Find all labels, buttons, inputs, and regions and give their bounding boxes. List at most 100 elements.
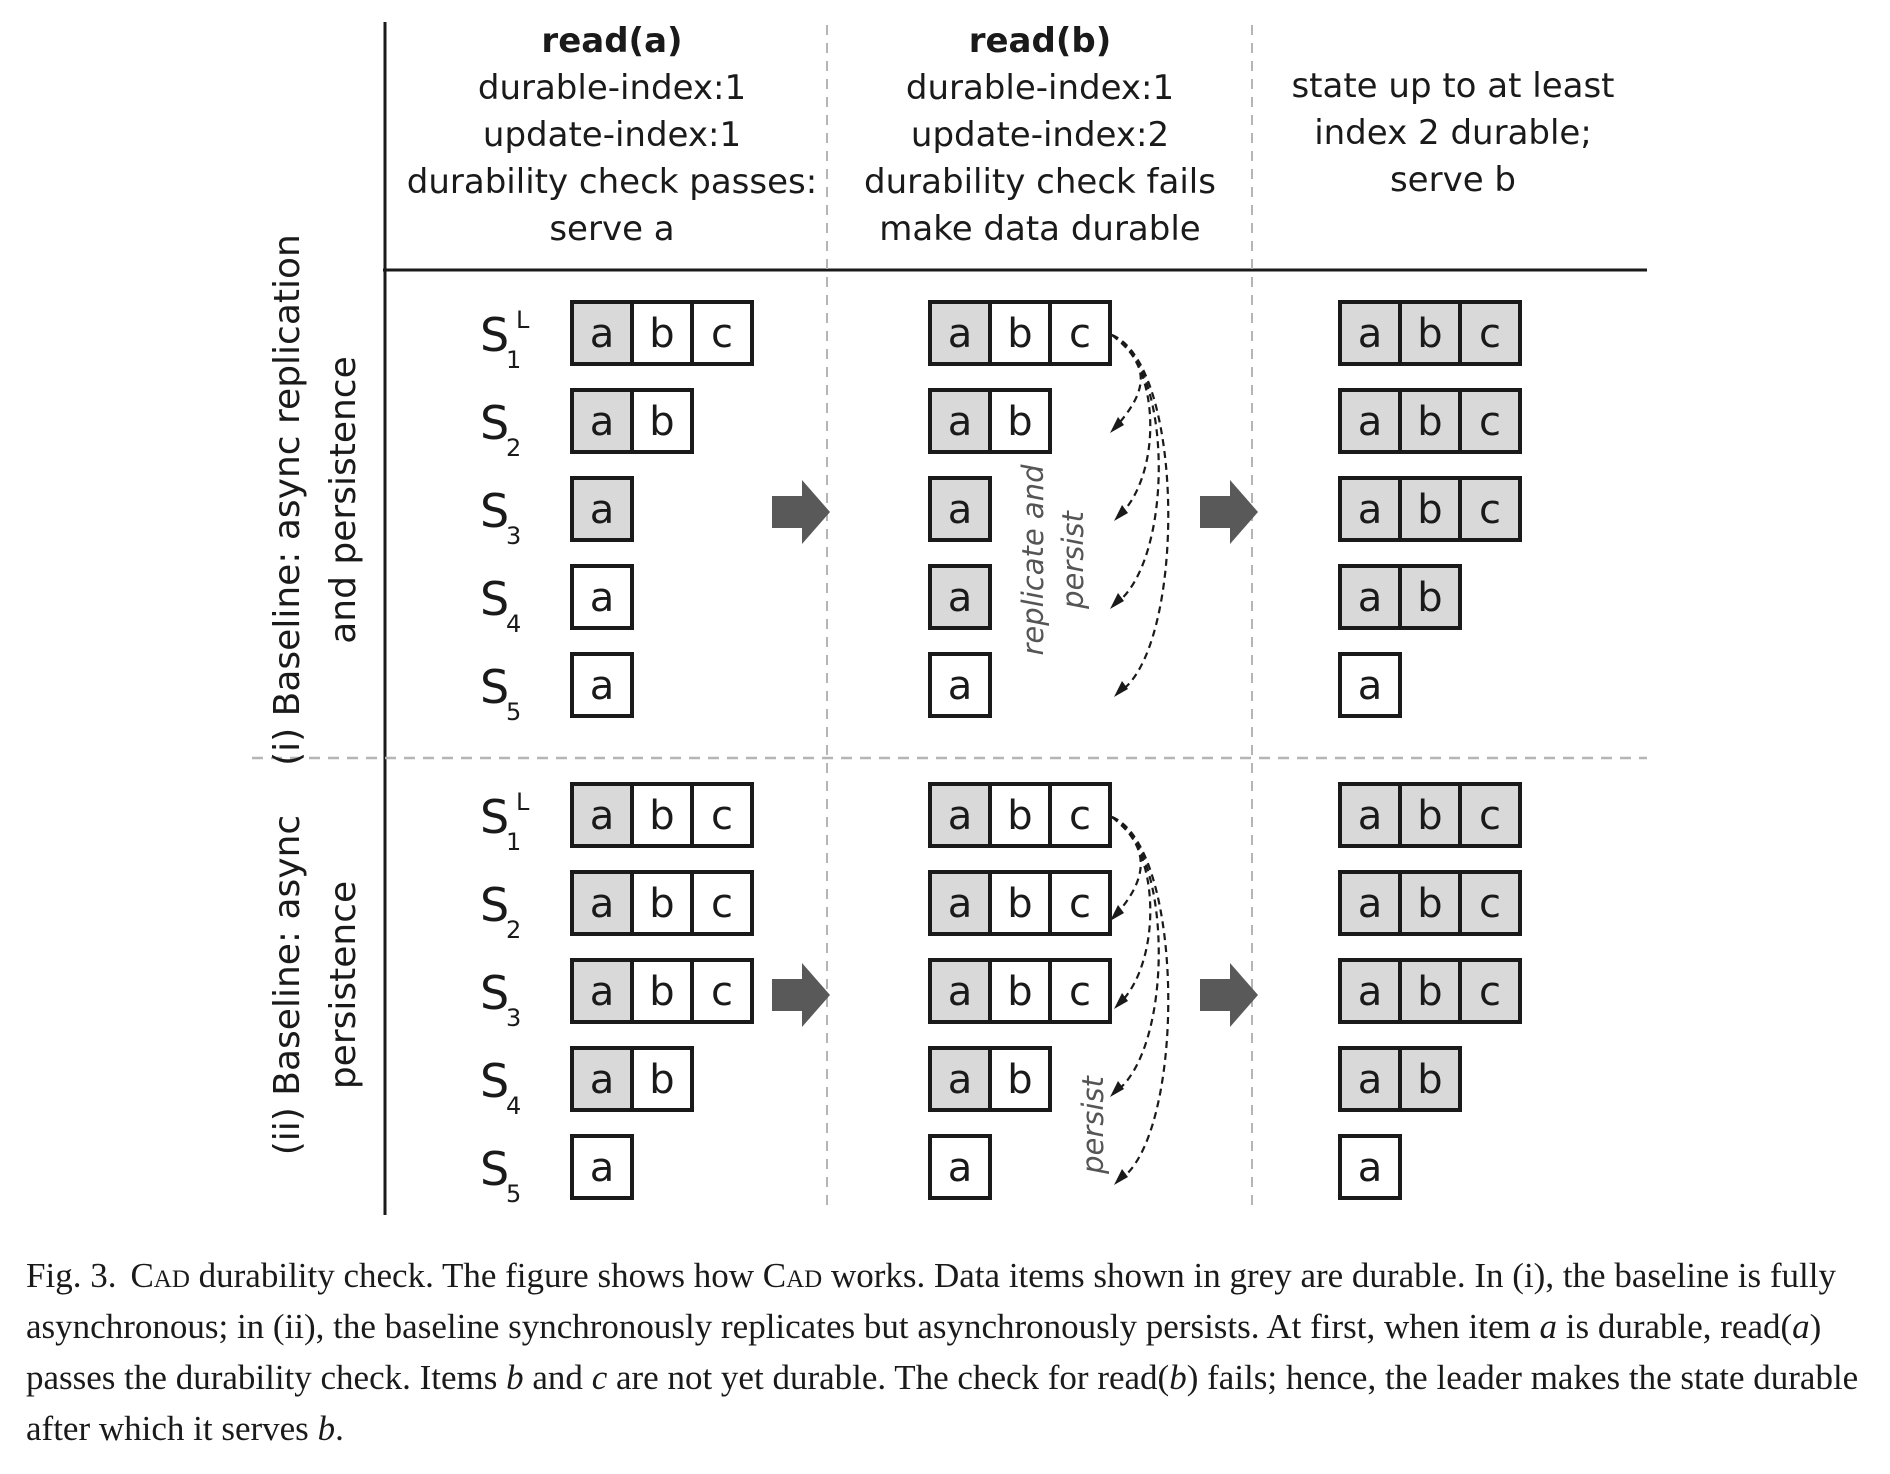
log-entry-label: a	[1358, 881, 1383, 927]
caption-italic: a	[1792, 1307, 1810, 1346]
log-entry-label: a	[948, 881, 973, 927]
log: a	[1338, 1134, 1402, 1200]
caption-text: is durable, read(	[1556, 1307, 1793, 1346]
caption-smallcaps: Cad	[130, 1256, 190, 1295]
log-entry-not-durable	[988, 300, 1052, 366]
transition-arrow	[1200, 480, 1258, 544]
transition-arrow	[772, 480, 830, 544]
log-entry-label: a	[590, 793, 615, 839]
caption-italic: b	[506, 1358, 524, 1397]
log-entry-label: b	[1417, 311, 1442, 357]
server-name: S	[480, 484, 509, 538]
log-entry-label: a	[590, 969, 615, 1015]
durability-arrowhead	[1110, 417, 1124, 433]
column-header-line: state up to at least	[1291, 66, 1614, 106]
server-name: S	[480, 572, 509, 626]
log-entry-not-durable	[1048, 870, 1112, 936]
column-header-line: make data durable	[879, 209, 1200, 249]
log-entry-label: c	[1069, 969, 1091, 1015]
column-header-line: index 2 durable;	[1314, 113, 1592, 153]
log-entry-not-durable	[570, 564, 634, 630]
column-header-line: serve a	[549, 209, 674, 249]
log-entry-durable	[1458, 476, 1522, 542]
server-name: S	[480, 1054, 509, 1108]
log-entry-label: a	[590, 881, 615, 927]
log-entry-durable	[1458, 300, 1522, 366]
log-entry-label: a	[590, 663, 615, 709]
log-entry-durable	[928, 476, 992, 542]
transition-arrow	[1200, 963, 1258, 1027]
log-entry-label: c	[711, 881, 733, 927]
server-superscript: L	[516, 306, 530, 334]
log-entry-label: b	[649, 881, 674, 927]
server-subscript: 2	[506, 916, 521, 944]
durability-arrowhead	[1114, 1169, 1128, 1185]
log-entry-label: a	[1358, 311, 1383, 357]
log-entry-not-durable	[988, 782, 1052, 848]
log-entry-durable	[928, 564, 992, 630]
log-entry-label: a	[948, 969, 973, 1015]
transition-arrow	[772, 963, 830, 1027]
column-title: read(b)	[969, 21, 1112, 61]
log-entry-not-durable	[630, 1046, 694, 1112]
log-entry-durable	[1338, 388, 1402, 454]
log-entry-label: c	[1479, 881, 1501, 927]
log-entry-label: a	[590, 487, 615, 533]
log-entry-durable	[1458, 870, 1522, 936]
log-entry-label: a	[948, 311, 973, 357]
caption-text: are not yet durable. The check for read(	[607, 1358, 1170, 1397]
log-entry-label: b	[1417, 399, 1442, 445]
log-entry-not-durable	[690, 300, 754, 366]
section-label: persistence	[323, 881, 364, 1089]
log-entry-not-durable	[1048, 300, 1112, 366]
durability-arrowhead	[1110, 593, 1124, 609]
server-subscript: 1	[506, 346, 521, 374]
server-row: S1L a b c a b c a b c	[480, 782, 1522, 856]
log-entry-label: a	[590, 1145, 615, 1191]
log-entry-label: b	[1417, 881, 1442, 927]
server-name: S	[480, 660, 509, 714]
server-name: S	[480, 308, 509, 362]
log: a	[570, 1134, 634, 1200]
log-entry-not-durable	[928, 652, 992, 718]
caption-smallcaps: Cad	[762, 1256, 823, 1295]
server-row: S4a b a b a b	[480, 1046, 1462, 1120]
log-entry-label: a	[1358, 663, 1383, 709]
log-entry-not-durable	[988, 1046, 1052, 1112]
log-entry-label: c	[1069, 881, 1091, 927]
caption-text: and	[523, 1358, 592, 1397]
log-entry-durable	[1338, 958, 1402, 1024]
column-header-line: serve b	[1390, 160, 1516, 200]
server-subscript: 3	[506, 1004, 521, 1032]
log-entry-label: a	[590, 399, 615, 445]
log-entry-label: b	[1417, 793, 1442, 839]
durability-arrows	[1110, 815, 1170, 1185]
log-entry-label: c	[711, 311, 733, 357]
caption-text: ) passes the durability check. Items	[26, 1307, 1822, 1397]
log-entry-label: b	[649, 311, 674, 357]
log-entry-label: a	[1358, 1145, 1383, 1191]
log-entry-label: c	[1479, 969, 1501, 1015]
log-entry-label: b	[1007, 881, 1032, 927]
log-entry-durable	[570, 1046, 634, 1112]
log-entry-label: b	[1417, 487, 1442, 533]
log-entry-label: c	[1479, 311, 1501, 357]
column-header: state up to at least index 2 durable; serv…	[1291, 66, 1614, 200]
log-entry-label: b	[1007, 793, 1032, 839]
log: a	[1338, 652, 1402, 718]
durability-arrowhead	[1114, 681, 1128, 697]
section-1: (i) Baseline: async replication and persi…	[267, 234, 1522, 766]
log-entry-durable	[1338, 564, 1402, 630]
log-entry-label: b	[1417, 575, 1442, 621]
figure-label: Fig. 3.	[26, 1256, 117, 1295]
column-header-line: durability check passes:	[407, 162, 817, 202]
